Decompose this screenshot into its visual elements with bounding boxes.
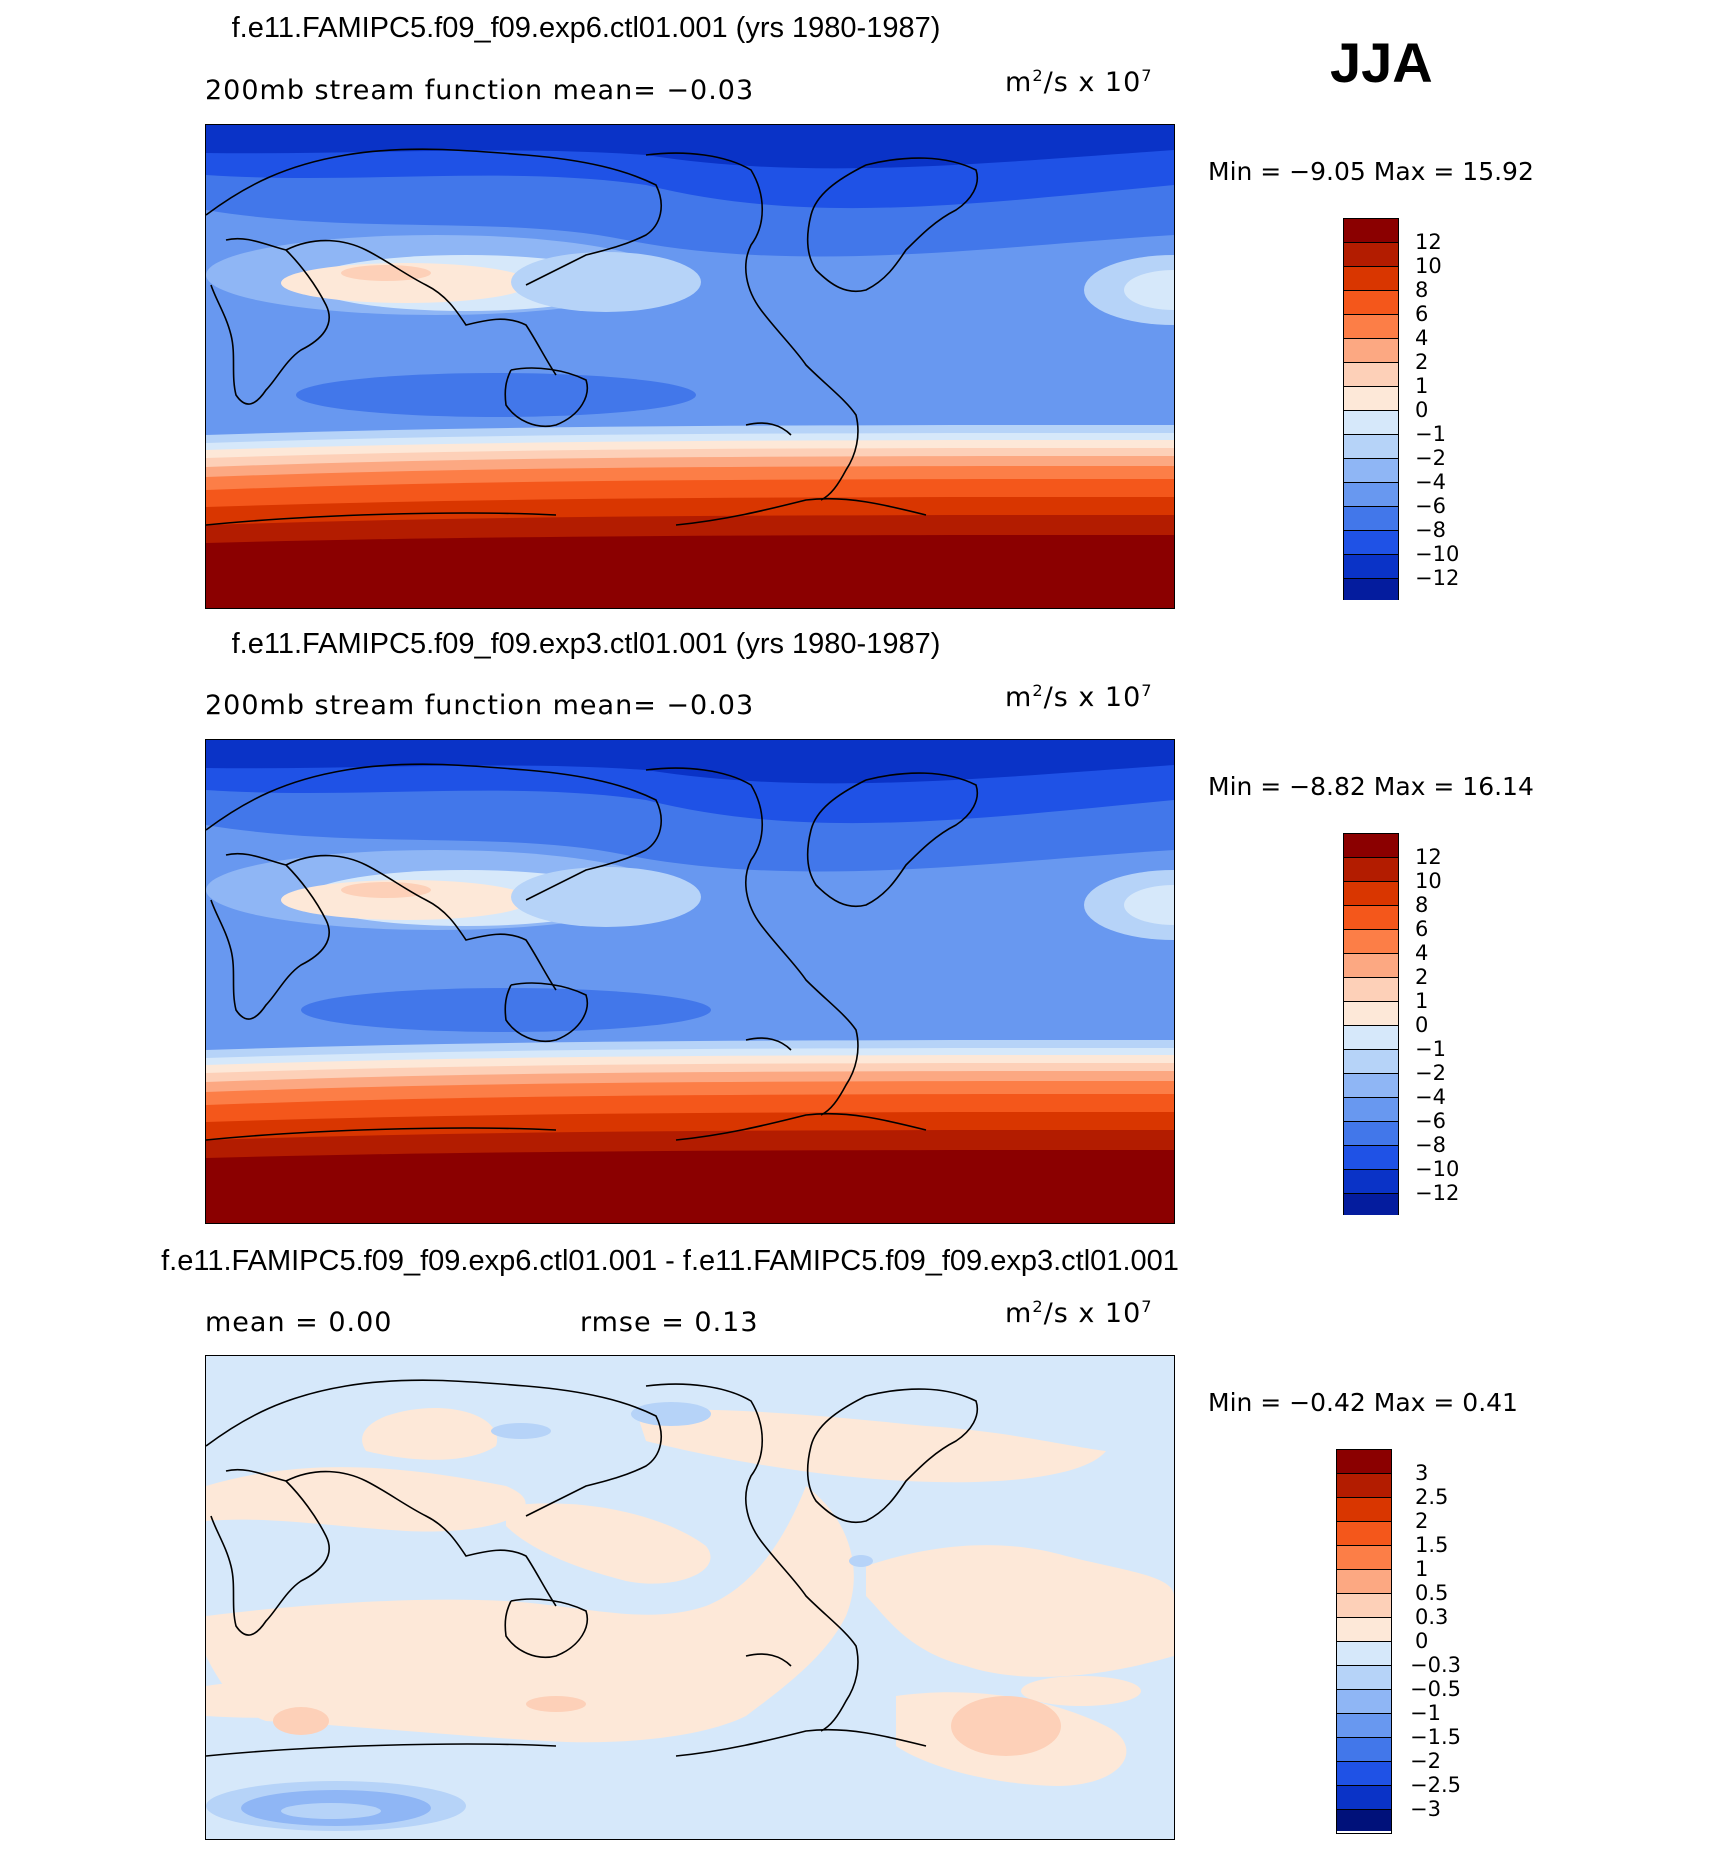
panel1-title: f.e11.FAMIPC5.f09_f09.exp6.ctl01.001 (yr… (231, 12, 941, 44)
panel3-title: f.e11.FAMIPC5.f09_f09.exp6.ctl01.001 - f… (161, 1245, 1179, 1277)
panel3-units: m2/s x 107 (1005, 1297, 1153, 1329)
cbar1-label: 0 (1415, 398, 1429, 422)
cbar2-label: −8 (1415, 1133, 1446, 1157)
panel1-coastlines (206, 148, 978, 526)
cbar1-label: −1 (1415, 422, 1446, 446)
cbar3-label: −2 (1410, 1749, 1441, 1773)
cbar1-label: 12 (1415, 230, 1442, 254)
panel1-subtitle: 200mb stream function mean= −0.03 (205, 75, 755, 106)
panel2-minmax: Min = −8.82 Max = 16.14 (1208, 772, 1534, 801)
cbar1-label: 4 (1415, 326, 1429, 350)
panel3-map (205, 1355, 1175, 1840)
cbar3-label: −2.5 (1410, 1773, 1461, 1797)
panel1-map-svg (206, 125, 1174, 608)
cbar2-label: 1 (1415, 989, 1429, 1013)
panel1-map (205, 124, 1175, 609)
cbar3-label: 1 (1415, 1557, 1429, 1581)
cbar3-label: 0.5 (1415, 1581, 1449, 1605)
cbar1-label: −8 (1415, 518, 1446, 542)
panel2-colorbar (1343, 833, 1399, 1215)
cbar3-label: −0.5 (1410, 1677, 1461, 1701)
cbar3-label: 3 (1415, 1461, 1429, 1485)
cbar2-label: 12 (1415, 845, 1442, 869)
panel3-rmse: rmse = 0.13 (580, 1307, 759, 1338)
panel2-title: f.e11.FAMIPC5.f09_f09.exp3.ctl01.001 (yr… (231, 628, 941, 660)
panel2-units: m2/s x 107 (1005, 681, 1153, 713)
cbar3-label: −1.5 (1410, 1725, 1461, 1749)
cbar1-label: −2 (1415, 446, 1446, 470)
cbar3-label: 2 (1415, 1509, 1429, 1533)
cbar1-label: −6 (1415, 494, 1446, 518)
cbar3-label: −0.3 (1410, 1653, 1461, 1677)
cbar2-label: 4 (1415, 941, 1429, 965)
panel2-subtitle: 200mb stream function mean= −0.03 (205, 690, 755, 721)
cbar3-label: 0 (1415, 1629, 1429, 1653)
panel1-minmax: Min = −9.05 Max = 15.92 (1208, 157, 1534, 186)
cbar1-label: 1 (1415, 374, 1429, 398)
panel2-coastlines (206, 763, 978, 1141)
panel3-mean: mean = 0.00 (205, 1307, 393, 1338)
cbar2-label: −6 (1415, 1109, 1446, 1133)
panel3-colorbar (1336, 1449, 1392, 1834)
cbar2-label: 0 (1415, 1013, 1429, 1037)
cbar2-label: −10 (1415, 1157, 1460, 1181)
cbar2-label: −12 (1415, 1181, 1460, 1205)
panel2-map-svg (206, 740, 1174, 1223)
cbar1-label: 2 (1415, 350, 1429, 374)
cbar2-label: 6 (1415, 917, 1429, 941)
cbar1-label: 8 (1415, 278, 1429, 302)
panel3-minmax: Min = −0.42 Max = 0.41 (1208, 1388, 1518, 1417)
season-label: JJA (1330, 31, 1433, 94)
cbar1-label: −12 (1415, 566, 1460, 590)
cbar2-label: −1 (1415, 1037, 1446, 1061)
cbar2-label: 2 (1415, 965, 1429, 989)
panel3-coastlines (206, 1379, 978, 1757)
cbar3-label: 1.5 (1415, 1533, 1449, 1557)
cbar1-label: 6 (1415, 302, 1429, 326)
cbar2-label: −2 (1415, 1061, 1446, 1085)
panel3-map-svg (206, 1356, 1174, 1839)
cbar2-label: 10 (1415, 869, 1442, 893)
cbar3-label: 0.3 (1415, 1605, 1449, 1629)
cbar3-label: −3 (1410, 1797, 1441, 1821)
panel1-colorbar (1343, 218, 1399, 600)
cbar3-label: −1 (1410, 1701, 1441, 1725)
cbar2-label: 8 (1415, 893, 1429, 917)
cbar3-label: 2.5 (1415, 1485, 1449, 1509)
cbar1-label: −10 (1415, 542, 1460, 566)
panel1-units: m2/s x 107 (1005, 66, 1153, 98)
cbar2-label: −4 (1415, 1085, 1446, 1109)
panel2-map (205, 739, 1175, 1224)
cbar1-label: 10 (1415, 254, 1442, 278)
cbar1-label: −4 (1415, 470, 1446, 494)
